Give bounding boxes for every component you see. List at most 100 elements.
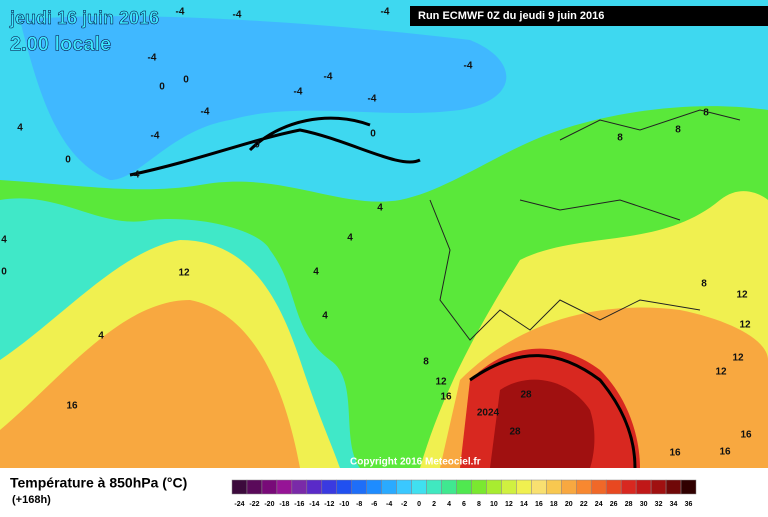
scale-label: 0 [417, 501, 421, 508]
scale-label: -22 [249, 501, 259, 508]
scale-swatch [561, 479, 577, 495]
scale-swatch [516, 479, 532, 495]
contour-label: 8 [423, 357, 429, 368]
contour-label: 4 [313, 267, 319, 278]
scale-swatch [620, 479, 637, 495]
scale-swatch [426, 479, 442, 495]
contour-label: 0 [1, 267, 7, 278]
scale-label: 30 [640, 501, 648, 508]
scale-swatch [231, 479, 248, 495]
contour-label: -4 [464, 61, 473, 72]
extreme-region [490, 379, 595, 468]
scale-swatch [486, 479, 502, 495]
contour-label: 16 [740, 430, 752, 441]
contour-label: -4 [151, 131, 160, 142]
isotherm-zero [129, 116, 421, 177]
scale-label: 26 [610, 501, 618, 508]
scale-swatch [261, 479, 278, 495]
scale-swatch [680, 479, 697, 495]
scale-swatch [635, 479, 652, 495]
scale-swatch [411, 479, 427, 495]
scale-label: 36 [685, 501, 693, 508]
contour-label: 4 [322, 311, 328, 322]
scale-swatch [501, 479, 517, 495]
scale-swatch [576, 479, 592, 495]
scale-swatch [321, 479, 338, 495]
scale-label: -4 [386, 501, 392, 508]
contour-label: -4 [368, 94, 377, 105]
contour-label: 12 [715, 367, 727, 378]
scale-swatch [546, 479, 562, 495]
isotherm-24 [469, 354, 637, 469]
scale-label: 28 [625, 501, 633, 508]
scale-label: 22 [580, 501, 588, 508]
scale-label: -12 [324, 501, 334, 508]
scale-label: 18 [550, 501, 558, 508]
scale-label: 6 [462, 501, 466, 508]
contour-label: -4 [131, 170, 140, 181]
scale-label: -20 [264, 501, 274, 508]
scale-label: 8 [477, 501, 481, 508]
contour-label: 28 [509, 427, 521, 438]
contour-label: 0 [183, 75, 189, 86]
scale-swatch [471, 479, 487, 495]
scale-swatch [276, 479, 293, 495]
scale-label: -24 [234, 501, 244, 508]
very-cold-region [20, 16, 507, 181]
scale-swatch [441, 479, 457, 495]
scale-swatch [306, 479, 323, 495]
contour-label: 16 [719, 447, 731, 458]
contour-label: 2024 [477, 408, 500, 419]
scale-label: 20 [565, 501, 573, 508]
scale-label: 34 [670, 501, 678, 508]
contour-label: 12 [736, 290, 748, 301]
scale-swatch [650, 479, 667, 495]
contour-labels: -4 -4 -4 -4 0 0 -4 -4 -4 -4 -4 -4 -4 0 4 0 0 4 4 4 4 12 4 16 8 12… [1, 7, 752, 459]
copyright: Copyright 2016 Meteociel.fr [350, 457, 481, 468]
date: jeudi 16 juin 2016 [9, 8, 159, 28]
scale-swatch [246, 479, 263, 495]
contour-label: 12 [178, 268, 190, 279]
contour-label: 4 [1, 235, 7, 246]
contour-label: 4 [347, 233, 353, 244]
scale-label: -10 [339, 501, 349, 508]
contour-label: -4 [176, 7, 185, 18]
scale-label: -6 [371, 501, 377, 508]
scale-swatch [605, 479, 622, 495]
contour-label: 12 [739, 320, 751, 331]
contour-label: 8 [675, 125, 681, 136]
footer-title: Température à 850hPa (°C) [10, 475, 187, 491]
contour-label: 16 [440, 392, 452, 403]
contour-label: -4 [381, 7, 390, 18]
scale-swatch [531, 479, 547, 495]
contour-label: 4 [17, 123, 23, 134]
scale-swatch [381, 479, 397, 495]
scale-swatch [336, 479, 352, 495]
contour-label: -4 [233, 10, 242, 21]
scale-label: 32 [655, 501, 663, 508]
run-text: Run ECMWF 0Z du jeudi 9 juin 2016 [418, 10, 604, 22]
scale-label: -18 [279, 501, 289, 508]
contour-label: -4 [148, 53, 157, 64]
contour-label: -4 [324, 72, 333, 83]
scale-label: 4 [447, 501, 451, 508]
contour-label: 28 [520, 390, 532, 401]
scale-label: 2 [432, 501, 436, 508]
scale-label: 14 [520, 501, 528, 508]
scale-label: 16 [535, 501, 543, 508]
scale-label: 12 [505, 501, 513, 508]
coastlines [429, 109, 741, 341]
scale-label: -2 [401, 501, 407, 508]
contour-label: 0 [65, 155, 71, 166]
contour-label: -4 [294, 87, 303, 98]
contour-label: 16 [669, 448, 681, 459]
time: 2.00 locale [10, 33, 111, 55]
contour-label: 12 [732, 353, 744, 364]
scale-swatch [590, 479, 607, 495]
contour-label: 8 [617, 133, 623, 144]
contour-label: 4 [377, 203, 383, 214]
scale-label: -8 [356, 501, 362, 508]
contour-label: 0 [370, 129, 376, 140]
